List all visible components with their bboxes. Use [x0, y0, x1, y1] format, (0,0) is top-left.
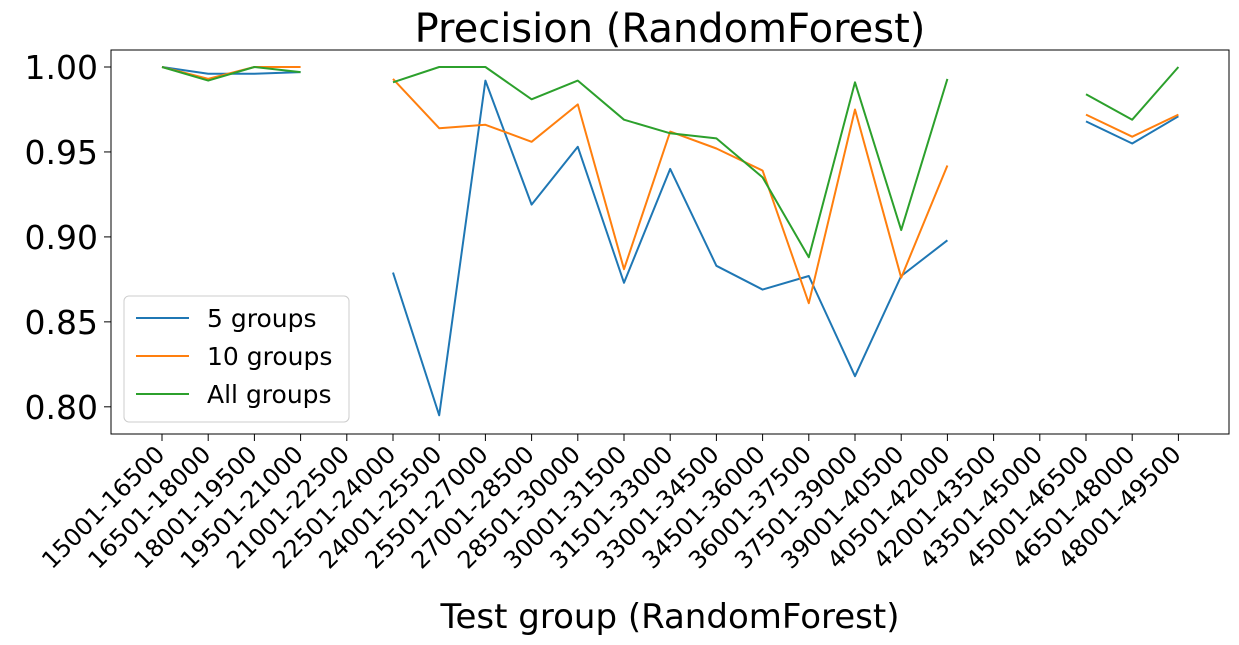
series-line-all-groups — [161, 66, 301, 82]
series-line-10-groups — [392, 78, 949, 305]
series-lines — [161, 66, 1180, 417]
legend-box — [123, 295, 350, 423]
series-line-5-groups — [1085, 115, 1179, 145]
series-line-10-groups — [1085, 113, 1179, 138]
y-tick-label: 1.00 — [25, 48, 98, 87]
y-tick-label: 0.85 — [25, 303, 98, 342]
legend-label: 10 groups — [207, 342, 332, 371]
y-tick-label: 0.95 — [25, 133, 98, 172]
y-tick-label: 0.90 — [25, 218, 98, 257]
y-axis: 0.80 0.85 0.90 0.95 1.00 — [25, 48, 111, 427]
legend-label: All groups — [207, 380, 332, 409]
x-axis: 15001-1650016501-1800018001-1950019501-2… — [36, 434, 1187, 574]
series-line-all-groups — [392, 66, 949, 259]
legend: 5 groups 10 groups All groups — [123, 295, 350, 423]
chart-title: Precision (RandomForest) — [415, 6, 926, 52]
legend-label: 5 groups — [207, 304, 317, 333]
x-axis-label: Test group (RandomForest) — [440, 597, 900, 637]
series-line-5-groups — [392, 79, 949, 417]
series-line-all-groups — [1085, 66, 1180, 121]
y-tick-label: 0.80 — [25, 388, 98, 427]
